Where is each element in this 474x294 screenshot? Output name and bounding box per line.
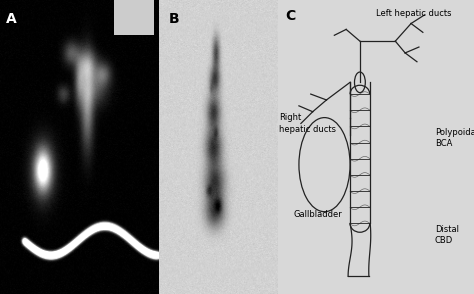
Text: B: B	[168, 12, 179, 26]
Text: Gallbladder: Gallbladder	[293, 210, 342, 219]
Bar	[114, 0, 154, 35]
Text: C: C	[285, 9, 295, 23]
Text: Polypoidal
BCA: Polypoidal BCA	[435, 128, 474, 148]
Text: Right
hepatic ducts: Right hepatic ducts	[279, 113, 336, 133]
Text: Distal
CBD: Distal CBD	[435, 225, 459, 245]
Text: Left hepatic ducts: Left hepatic ducts	[375, 9, 451, 18]
Text: A: A	[6, 12, 17, 26]
